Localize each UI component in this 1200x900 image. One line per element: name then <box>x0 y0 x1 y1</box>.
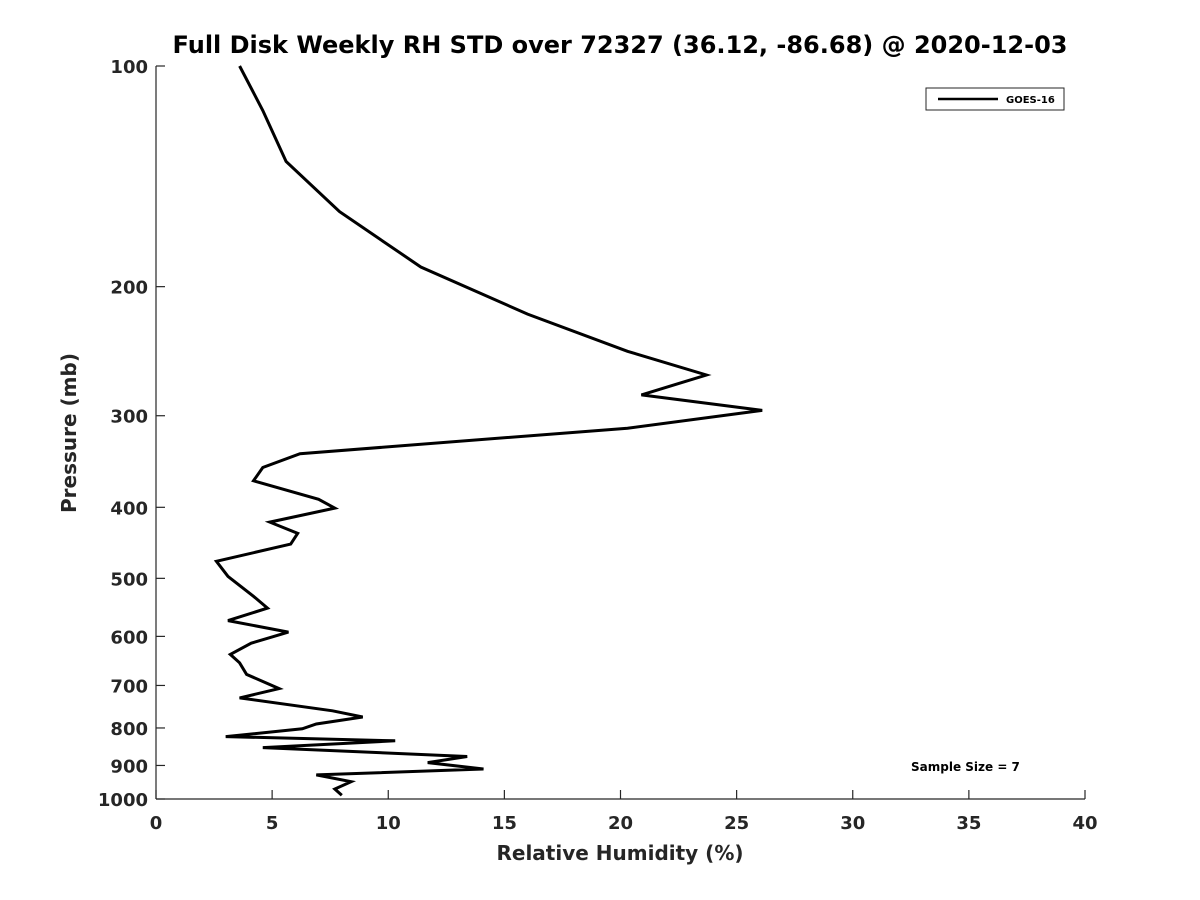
x-tick-label: 40 <box>1072 813 1097 834</box>
y-tick-label: 200 <box>110 278 148 299</box>
y-ticks: 100 200 300 400 500 600 700 800 900 1000 <box>98 57 165 811</box>
x-tick-label: 0 <box>150 813 163 834</box>
y-axis-label: Pressure (mb) <box>57 353 81 513</box>
x-tick-label: 25 <box>724 813 749 834</box>
y-tick-label: 500 <box>110 569 148 590</box>
y-tick-label: 1000 <box>98 790 148 811</box>
y-tick-label: 800 <box>110 719 148 740</box>
legend-label-goes-16: GOES-16 <box>1006 95 1055 106</box>
x-tick-label: 5 <box>266 813 279 834</box>
y-tick-label: 600 <box>110 627 148 648</box>
x-axis-label: Relative Humidity (%) <box>496 841 743 865</box>
y-tick-label: 100 <box>110 57 148 78</box>
y-tick-label: 700 <box>110 676 148 697</box>
y-tick-label: 300 <box>110 407 148 428</box>
legend: GOES-16 <box>925 87 1065 111</box>
sample-size-annotation: Sample Size = 7 <box>911 760 1020 774</box>
x-tick-label: 30 <box>840 813 865 834</box>
x-tick-label: 20 <box>608 813 633 834</box>
x-tick-label: 35 <box>956 813 981 834</box>
plot-area: 0 5 10 15 20 25 30 35 40 100 200 300 400 500 600 700 80… <box>98 57 1098 834</box>
chart-title: Full Disk Weekly RH STD over 72327 (36.1… <box>173 31 1068 59</box>
series-group <box>213 65 763 797</box>
y-tick-label: 900 <box>110 756 148 777</box>
y-tick-label: 400 <box>110 498 148 519</box>
x-tick-label: 15 <box>492 813 517 834</box>
x-ticks: 0 5 10 15 20 25 30 35 40 <box>150 790 1098 834</box>
x-tick-label: 10 <box>376 813 401 834</box>
series-line-goes-16 <box>213 65 763 797</box>
